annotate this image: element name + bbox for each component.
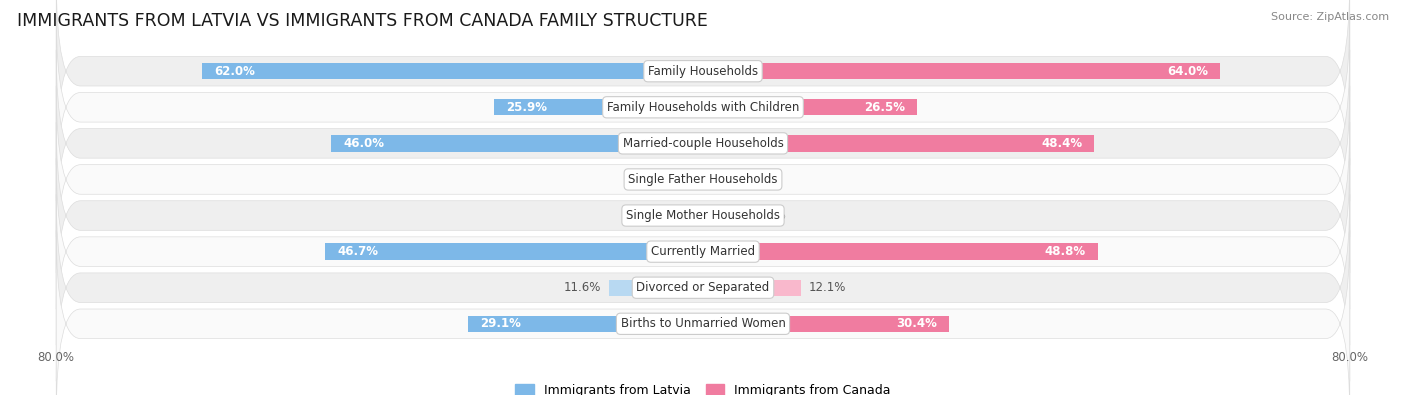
Text: 5.6%: 5.6%: [756, 209, 786, 222]
FancyBboxPatch shape: [56, 0, 1350, 165]
FancyBboxPatch shape: [56, 194, 1350, 381]
Bar: [688, 171, 703, 188]
Text: Single Father Households: Single Father Households: [628, 173, 778, 186]
Text: 48.8%: 48.8%: [1045, 245, 1085, 258]
Text: 64.0%: 64.0%: [1167, 65, 1208, 78]
Text: 46.0%: 46.0%: [343, 137, 384, 150]
Text: Births to Unmarried Women: Births to Unmarried Women: [620, 317, 786, 330]
Bar: [332, 135, 703, 152]
Text: 46.7%: 46.7%: [337, 245, 378, 258]
FancyBboxPatch shape: [56, 122, 1350, 309]
Bar: [494, 99, 703, 115]
Text: 29.1%: 29.1%: [479, 317, 520, 330]
FancyBboxPatch shape: [56, 50, 1350, 237]
FancyBboxPatch shape: [56, 230, 1350, 395]
Text: 25.9%: 25.9%: [506, 101, 547, 114]
Text: 26.5%: 26.5%: [865, 101, 905, 114]
Bar: [703, 243, 1098, 260]
Text: Single Mother Households: Single Mother Households: [626, 209, 780, 222]
Bar: [703, 316, 949, 332]
Text: Divorced or Separated: Divorced or Separated: [637, 281, 769, 294]
Text: 11.6%: 11.6%: [564, 281, 602, 294]
Text: Family Households with Children: Family Households with Children: [607, 101, 799, 114]
Bar: [658, 207, 703, 224]
Bar: [703, 207, 748, 224]
Bar: [202, 63, 703, 79]
FancyBboxPatch shape: [56, 86, 1350, 273]
Text: 30.4%: 30.4%: [896, 317, 936, 330]
Text: 48.4%: 48.4%: [1040, 137, 1083, 150]
Text: 1.9%: 1.9%: [650, 173, 679, 186]
Text: Married-couple Households: Married-couple Households: [623, 137, 783, 150]
Text: 62.0%: 62.0%: [214, 65, 254, 78]
Text: Source: ZipAtlas.com: Source: ZipAtlas.com: [1271, 12, 1389, 22]
Bar: [703, 135, 1094, 152]
Text: IMMIGRANTS FROM LATVIA VS IMMIGRANTS FROM CANADA FAMILY STRUCTURE: IMMIGRANTS FROM LATVIA VS IMMIGRANTS FRO…: [17, 12, 707, 30]
Text: Family Households: Family Households: [648, 65, 758, 78]
Text: 5.5%: 5.5%: [621, 209, 651, 222]
Text: Currently Married: Currently Married: [651, 245, 755, 258]
Text: 2.2%: 2.2%: [728, 173, 759, 186]
Bar: [703, 280, 801, 296]
Bar: [703, 171, 721, 188]
FancyBboxPatch shape: [56, 14, 1350, 201]
FancyBboxPatch shape: [56, 158, 1350, 345]
Text: 12.1%: 12.1%: [808, 281, 846, 294]
Legend: Immigrants from Latvia, Immigrants from Canada: Immigrants from Latvia, Immigrants from …: [510, 379, 896, 395]
Bar: [703, 99, 917, 115]
Bar: [609, 280, 703, 296]
Bar: [468, 316, 703, 332]
Bar: [703, 63, 1220, 79]
Bar: [325, 243, 703, 260]
